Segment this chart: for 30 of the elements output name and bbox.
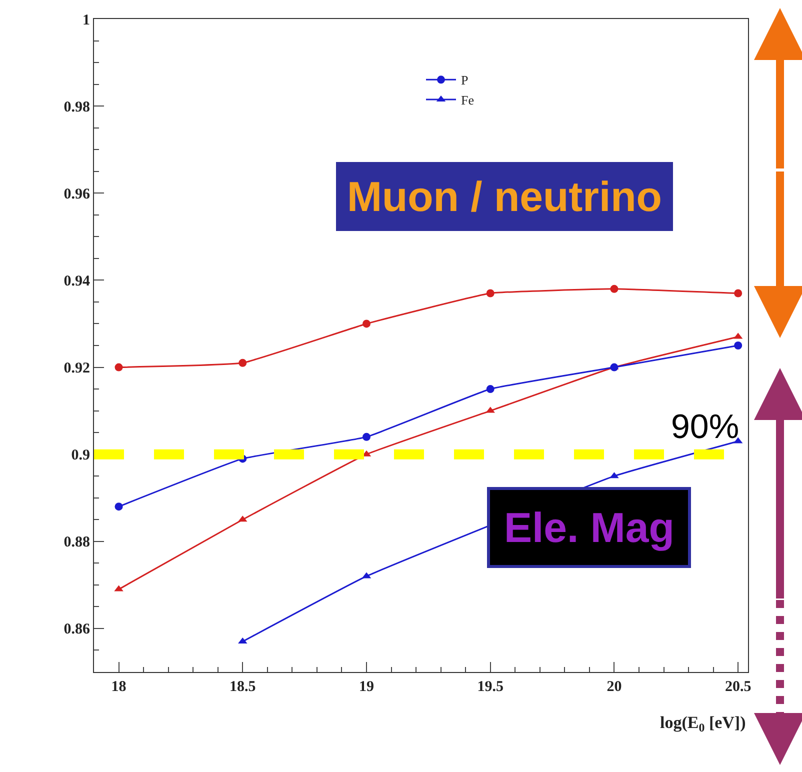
x-tick-label: 20.5: [724, 679, 752, 695]
point: [114, 502, 123, 511]
y-tick-label: 0.88: [64, 534, 90, 551]
point: [486, 289, 494, 298]
point: [486, 385, 494, 394]
ref-line-label: 90%: [671, 408, 740, 446]
x-tick-label: 19.5: [477, 679, 504, 695]
point: [238, 358, 247, 367]
y-tick-label: 0.86: [64, 622, 90, 638]
point: [734, 342, 742, 350]
y-tick-label: 0.98: [64, 99, 90, 116]
y-tick-label: 0.9: [71, 448, 90, 464]
point: [114, 363, 123, 372]
y-tick-label: 0.94: [64, 273, 90, 290]
point: [734, 289, 742, 298]
y-tick-label: 0.96: [64, 186, 90, 202]
y-tick-label: 0.92: [64, 360, 90, 377]
x-tick-label: 18.5: [230, 679, 256, 695]
annotation: Muon / neutrino: [347, 173, 662, 220]
legend-label: P: [461, 72, 468, 88]
x-axis-title: log(E$_{0}$ [eV]): [660, 713, 746, 735]
x-tick-label: 18: [111, 679, 126, 695]
legend-label: Fe: [461, 92, 474, 108]
x-tick-label: 19: [359, 679, 374, 695]
annotation: Ele. Mag: [504, 504, 674, 551]
y-tick-label: 1: [82, 12, 90, 28]
point: [362, 320, 370, 328]
point: [610, 284, 618, 293]
x-tick-label: 20: [606, 679, 622, 695]
point: [362, 432, 370, 441]
